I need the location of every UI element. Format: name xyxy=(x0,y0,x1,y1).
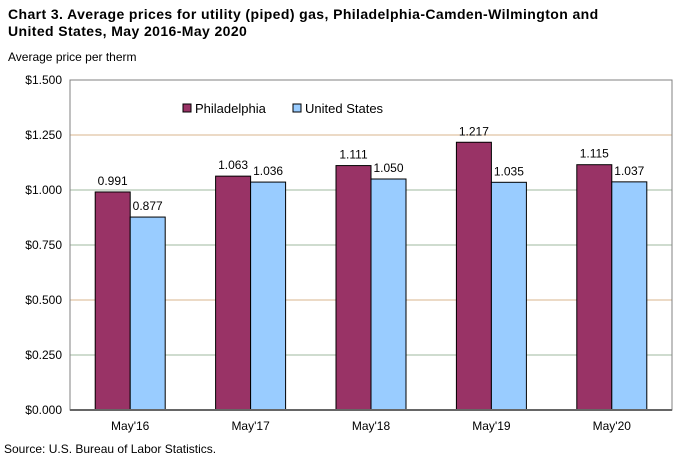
bar-united-states xyxy=(250,181,287,411)
legend-swatch-united-states xyxy=(292,103,302,113)
y-tick-label: $1.500 xyxy=(25,73,62,87)
data-label: 1.035 xyxy=(494,164,524,178)
data-label: 1.115 xyxy=(580,147,609,161)
x-tick-label: May'20 xyxy=(593,419,632,433)
bar-philadelphia xyxy=(215,175,252,411)
bar-philadelphia xyxy=(94,191,131,411)
bar-united-states xyxy=(129,216,166,411)
bar-united-states xyxy=(490,181,527,411)
data-label: 0.877 xyxy=(133,199,163,213)
y-axis-label: Average price per therm xyxy=(8,50,137,64)
x-tick-label: May'17 xyxy=(231,419,270,433)
y-tick-label: $0.750 xyxy=(25,238,62,252)
x-tick-label: May'19 xyxy=(472,419,511,433)
legend-label: United States xyxy=(305,101,384,116)
data-label: 0.991 xyxy=(98,174,128,188)
y-tick-label: $0.500 xyxy=(25,293,62,307)
y-tick-label: $1.000 xyxy=(25,183,62,197)
chart-title: Chart 3. Average prices for utility (pip… xyxy=(8,6,599,40)
bar-united-states xyxy=(611,181,648,411)
bar-philadelphia xyxy=(455,141,492,411)
x-tick-label: May'16 xyxy=(111,419,150,433)
data-label: 1.037 xyxy=(614,164,644,178)
data-label: 1.063 xyxy=(218,158,248,172)
chart-title-line-1: Chart 3. Average prices for utility (pip… xyxy=(8,6,599,22)
bar-philadelphia xyxy=(576,164,613,411)
data-label: 1.050 xyxy=(373,161,403,175)
legend-swatch-philadelphia xyxy=(182,103,192,113)
legend-label: Philadelphia xyxy=(195,101,267,116)
chart-title-line-2: United States, May 2016-May 2020 xyxy=(8,23,248,39)
y-tick-label: $0.000 xyxy=(25,403,62,417)
data-label: 1.111 xyxy=(339,148,368,162)
bar-united-states xyxy=(370,178,407,411)
bar-philadelphia xyxy=(335,165,372,411)
x-tick-label: May'18 xyxy=(352,419,391,433)
data-label: 1.036 xyxy=(253,164,283,178)
data-label: 1.217 xyxy=(459,124,489,138)
y-tick-label: $1.250 xyxy=(25,128,62,142)
source-note: Source: U.S. Bureau of Labor Statistics. xyxy=(4,442,217,456)
y-tick-label: $0.250 xyxy=(25,348,62,362)
